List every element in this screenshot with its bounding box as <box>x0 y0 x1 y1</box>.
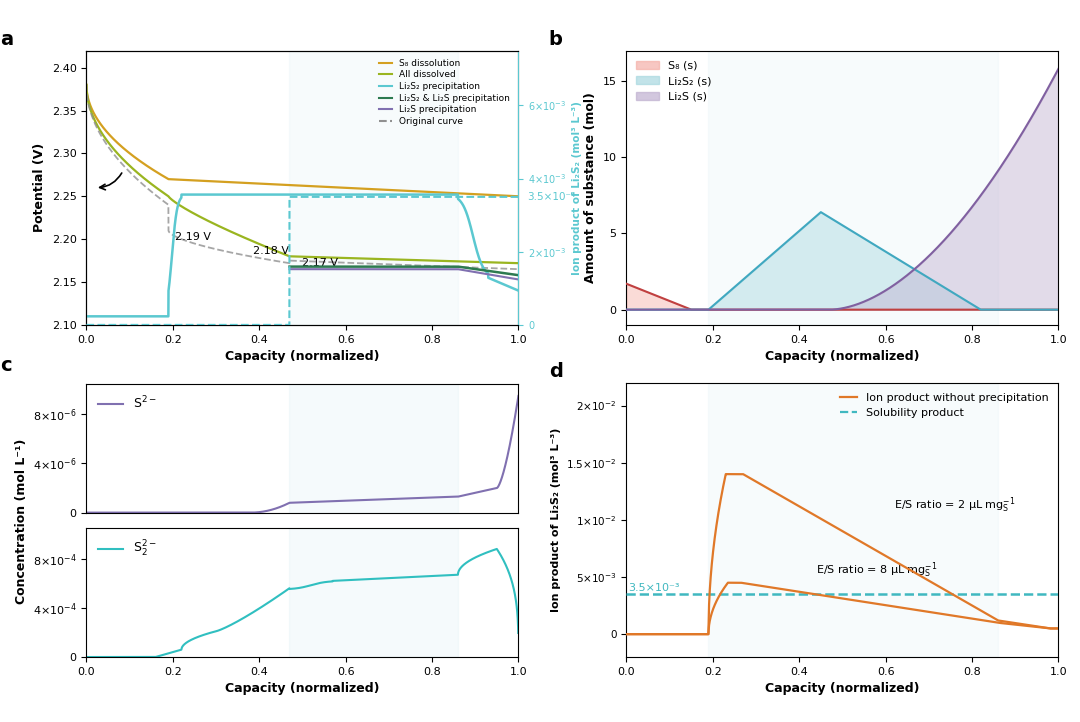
Y-axis label: Potential (V): Potential (V) <box>33 143 46 232</box>
Legend: Ion product without precipitation, Solubility product: Ion product without precipitation, Solub… <box>836 388 1053 422</box>
Text: d: d <box>549 362 563 381</box>
Y-axis label: Ion product of Li₂S₂ (mol³ L⁻³): Ion product of Li₂S₂ (mol³ L⁻³) <box>551 427 561 612</box>
Text: 2.18 V: 2.18 V <box>253 246 288 256</box>
Text: a: a <box>0 30 13 49</box>
X-axis label: Capacity (normalized): Capacity (normalized) <box>225 350 380 363</box>
Text: c: c <box>0 356 12 375</box>
Text: b: b <box>549 30 563 49</box>
Text: 2.17 V: 2.17 V <box>302 258 338 268</box>
Legend: S₈ (s), Li₂S₂ (s), Li₂S (s): S₈ (s), Li₂S₂ (s), Li₂S (s) <box>632 56 715 106</box>
Text: 3.5×10⁻³: 3.5×10⁻³ <box>527 192 576 202</box>
Text: E/S ratio = 8 μL mg$_{\rm S}^{-1}$: E/S ratio = 8 μL mg$_{\rm S}^{-1}$ <box>816 560 939 580</box>
Bar <box>289 528 458 657</box>
Bar <box>289 51 458 325</box>
Bar <box>289 383 458 513</box>
Text: 2.19 V: 2.19 V <box>175 232 211 242</box>
Text: 3.5×10⁻³: 3.5×10⁻³ <box>629 583 680 593</box>
X-axis label: Capacity (normalized): Capacity (normalized) <box>225 682 380 695</box>
Y-axis label: Concentration (mol L⁻¹): Concentration (mol L⁻¹) <box>14 439 28 604</box>
Text: E/S ratio = 2 μL mg$_{\rm S}^{-1}$: E/S ratio = 2 μL mg$_{\rm S}^{-1}$ <box>894 495 1016 515</box>
Bar <box>708 51 998 325</box>
X-axis label: Capacity (normalized): Capacity (normalized) <box>765 682 920 695</box>
X-axis label: Capacity (normalized): Capacity (normalized) <box>765 350 920 363</box>
Legend: S$_2^{2-}$: S$_2^{2-}$ <box>93 534 161 565</box>
Legend: S$^{2-}$: S$^{2-}$ <box>93 390 161 417</box>
Legend: S₈ dissolution, All dissolved, Li₂S₂ precipitation, Li₂S₂ & Li₂S precipitation, : S₈ dissolution, All dissolved, Li₂S₂ pre… <box>375 55 514 130</box>
Y-axis label: Ion product of Li₂S₂ (mol³ L⁻³): Ion product of Li₂S₂ (mol³ L⁻³) <box>572 101 582 274</box>
Bar <box>708 383 998 657</box>
Y-axis label: Amount of substance (mol): Amount of substance (mol) <box>584 92 597 283</box>
